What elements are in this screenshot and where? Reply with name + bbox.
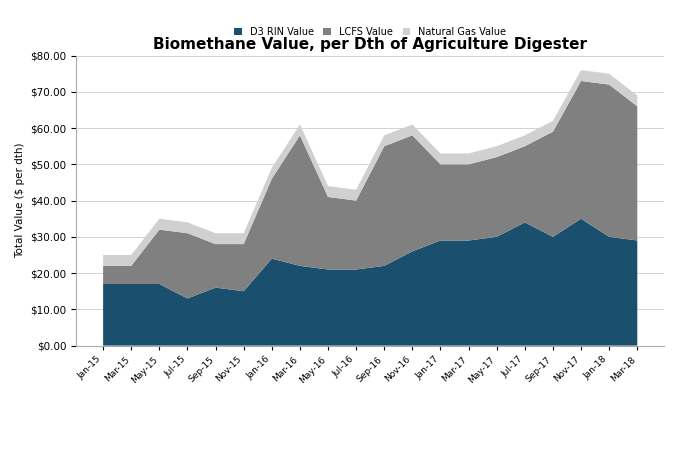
Legend: D3 RIN Value, LCFS Value, Natural Gas Value: D3 RIN Value, LCFS Value, Natural Gas Va… (230, 23, 510, 40)
Y-axis label: Total Value ($ per dth): Total Value ($ per dth) (15, 143, 25, 258)
Title: Biomethane Value, per Dth of Agriculture Digester: Biomethane Value, per Dth of Agriculture… (153, 37, 587, 52)
